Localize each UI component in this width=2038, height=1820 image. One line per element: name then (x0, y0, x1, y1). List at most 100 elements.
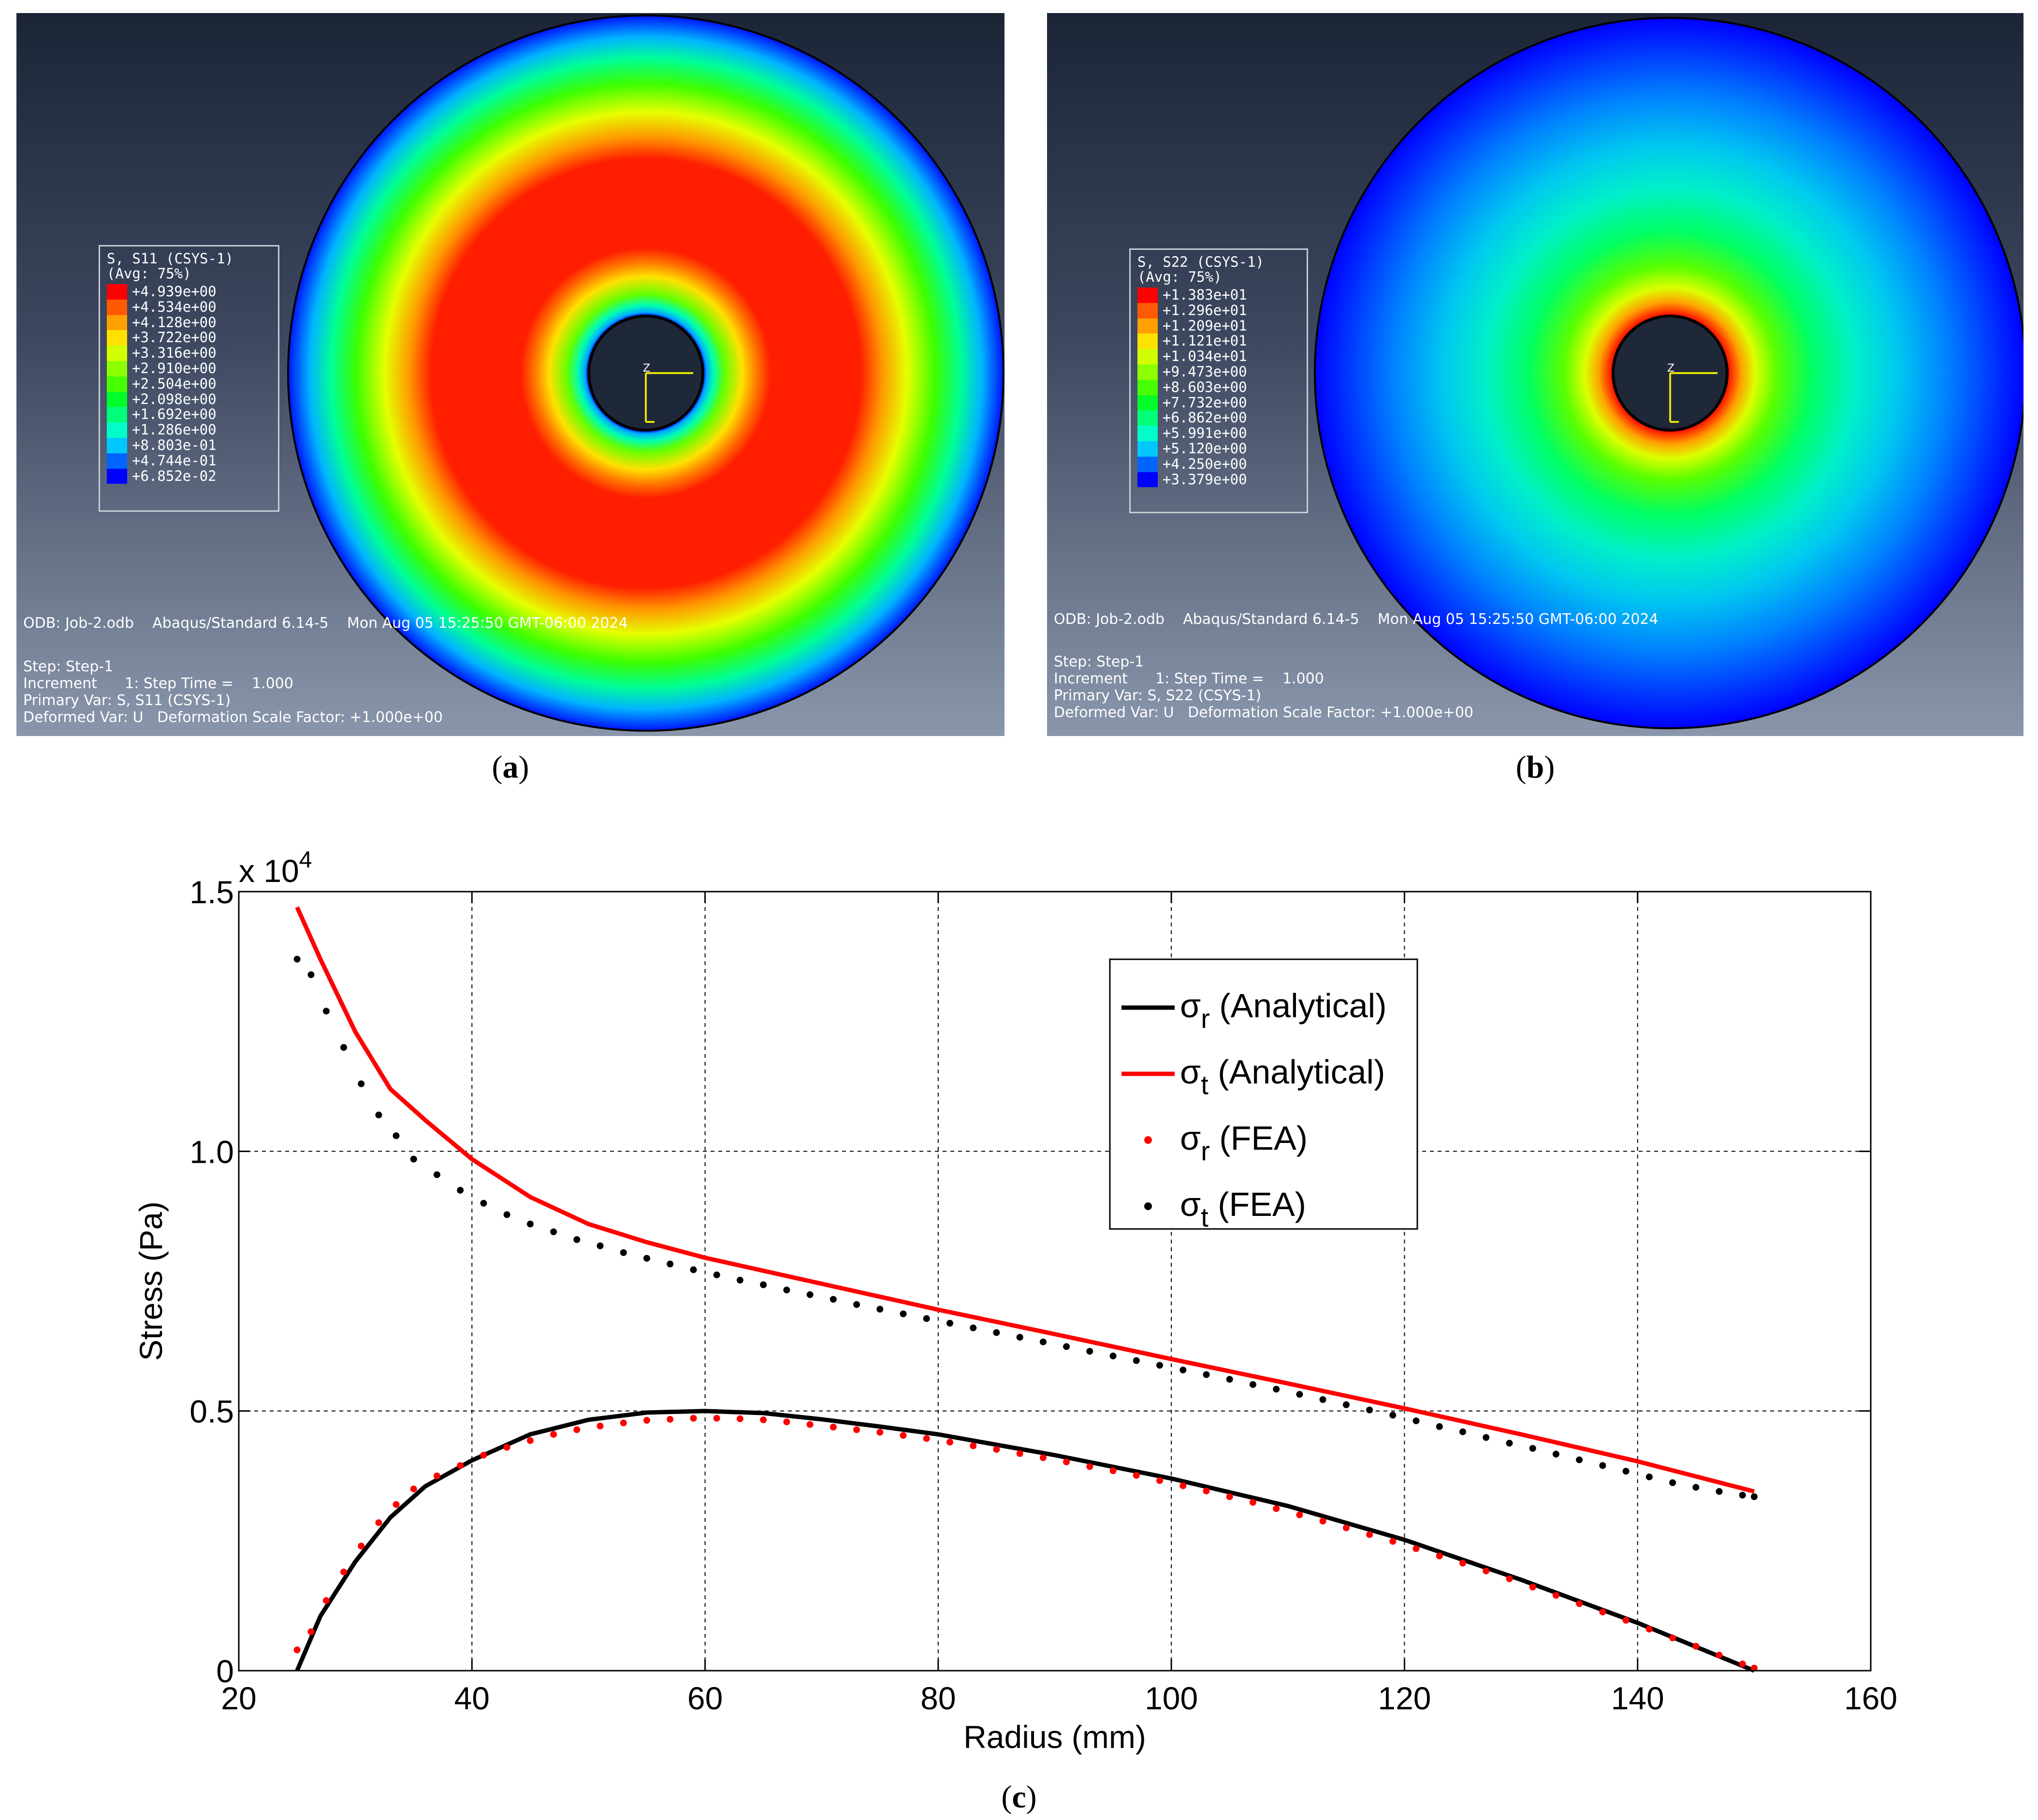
y-tick-label: 0.5 (189, 1394, 234, 1430)
legend-swatch (107, 315, 127, 331)
data-point-r-fea (526, 1437, 534, 1444)
data-point-r-fea (457, 1462, 464, 1469)
data-point-t-fea (358, 1080, 365, 1087)
data-point-t-fea (876, 1306, 884, 1313)
data-point-t-fea (1506, 1440, 1513, 1447)
legend-value: +8.603e+00 (1163, 378, 1247, 395)
legend-dot-sample (1144, 1202, 1152, 1210)
data-point-r-fea (358, 1543, 365, 1550)
data-point-t-fea (480, 1199, 487, 1207)
legend-row: +1.209e+01 (1137, 318, 1299, 334)
triad-axis-label: Z (1667, 362, 1674, 375)
data-point-t-fea (1459, 1428, 1466, 1435)
data-point-r-fea (393, 1501, 400, 1508)
data-point-r-fea (1179, 1482, 1187, 1489)
plot-frame (238, 891, 1872, 1672)
data-point-r-fea (1669, 1634, 1676, 1642)
odb-info: ODB: Job-2.odb Abaqus/Standard 6.14-5 Mo… (23, 615, 628, 632)
data-point-t-fea (900, 1310, 907, 1317)
data-point-r-fea (322, 1597, 330, 1604)
data-point-t-fea (1576, 1456, 1583, 1463)
y-axis-multiplier: x 104 (239, 847, 312, 889)
data-point-r-fea (1506, 1575, 1513, 1582)
data-point-r-fea (1716, 1651, 1723, 1659)
legend-swatch (107, 453, 127, 469)
data-point-r-fea (550, 1431, 557, 1438)
legend-row: +2.504e+00 (107, 376, 270, 392)
data-point-r-fea (340, 1568, 347, 1575)
data-point-r-fea (620, 1419, 627, 1427)
primary-var-info: Primary Var: S, S11 (CSYS-1) (23, 692, 231, 709)
data-point-t-fea (1750, 1493, 1758, 1500)
legend-row: +3.722e+00 (107, 330, 270, 346)
s22-contour-plot: Z (1314, 17, 2023, 729)
data-point-r-fea (1576, 1600, 1583, 1607)
data-point-r-fea (1459, 1560, 1466, 1567)
data-point-t-fea (1063, 1343, 1070, 1350)
x-tick-label: 60 (687, 1680, 723, 1716)
data-point-t-fea (1109, 1352, 1117, 1359)
legend-row: +5.991e+00 (1137, 425, 1299, 441)
legend-row: +4.250e+00 (1137, 456, 1299, 472)
data-point-t-fea (1436, 1423, 1443, 1430)
data-point-t-fea (620, 1249, 627, 1256)
triad-axis-label: Z (643, 362, 650, 375)
legend-swatch (107, 284, 127, 300)
legend-swatch (107, 391, 127, 407)
data-point-r-fea (923, 1435, 930, 1442)
data-point-t-fea (1156, 1362, 1163, 1369)
data-point-r-fea (1226, 1493, 1233, 1500)
data-point-r-fea (1552, 1592, 1559, 1599)
data-point-t-fea (830, 1296, 837, 1303)
data-point-r-fea (993, 1446, 1000, 1453)
legend-value: +9.473e+00 (1163, 363, 1247, 380)
legend-swatch (107, 330, 127, 346)
legend-title: S, S22 (CSYS-1) (1137, 254, 1264, 270)
data-point-t-fea (993, 1329, 1000, 1336)
legend-value: +1.383e+01 (1163, 287, 1247, 303)
data-point-t-fea (322, 1008, 330, 1015)
csys-triad-icon (1669, 372, 1718, 423)
data-point-t-fea (970, 1324, 977, 1331)
data-point-r-fea (667, 1416, 674, 1423)
data-point-r-fea (853, 1426, 860, 1433)
legend-value: +4.534e+00 (132, 298, 217, 315)
data-point-r-fea (946, 1439, 953, 1446)
legend-swatch (1137, 333, 1158, 349)
data-point-t-fea (1133, 1357, 1140, 1364)
data-point-t-fea (1599, 1462, 1606, 1469)
legend-swatch (1137, 318, 1158, 334)
data-point-r-fea (1692, 1643, 1700, 1650)
legend-swatch (107, 468, 127, 484)
data-point-t-fea (1622, 1468, 1630, 1475)
legend-avg: (Avg: 75%) (1137, 269, 1222, 285)
x-tick-label: 160 (1844, 1680, 1897, 1716)
data-point-r-fea (503, 1444, 510, 1451)
plot-grid (239, 892, 1871, 1671)
data-point-r-fea (1599, 1608, 1606, 1616)
data-point-t-fea (806, 1291, 814, 1298)
contour-panel-s11: Z S, S11 (CSYS-1) (Avg: 75%) +4.939e+00 +… (16, 13, 1004, 736)
data-point-r-fea (806, 1421, 814, 1428)
data-point-r-fea (736, 1415, 743, 1422)
data-point-t-fea (293, 955, 301, 963)
data-point-r-fea (1319, 1517, 1326, 1525)
s11-contour-plot: Z (287, 14, 1004, 732)
data-point-t-fea (573, 1236, 581, 1243)
data-point-t-fea (550, 1228, 557, 1235)
legend-entry-label: σr (FEA) (1180, 1119, 1308, 1166)
legend-value: +6.852e-02 (132, 467, 217, 484)
data-point-t-fea (1669, 1479, 1676, 1486)
data-point-r-fea (1086, 1463, 1093, 1470)
data-point-t-fea (946, 1320, 953, 1327)
legend-row: +9.473e+00 (1137, 364, 1299, 380)
data-point-t-fea (1039, 1338, 1047, 1345)
legend-swatch (107, 361, 127, 376)
data-point-r-fea (1389, 1538, 1397, 1545)
data-point-r-fea (480, 1452, 487, 1459)
step-info: Step: Step-1 (23, 658, 114, 675)
legend-value: +3.316e+00 (132, 345, 217, 361)
data-point-r-fea (830, 1424, 837, 1430)
data-point-t-fea (1296, 1391, 1303, 1398)
data-point-r-fea (783, 1418, 790, 1426)
